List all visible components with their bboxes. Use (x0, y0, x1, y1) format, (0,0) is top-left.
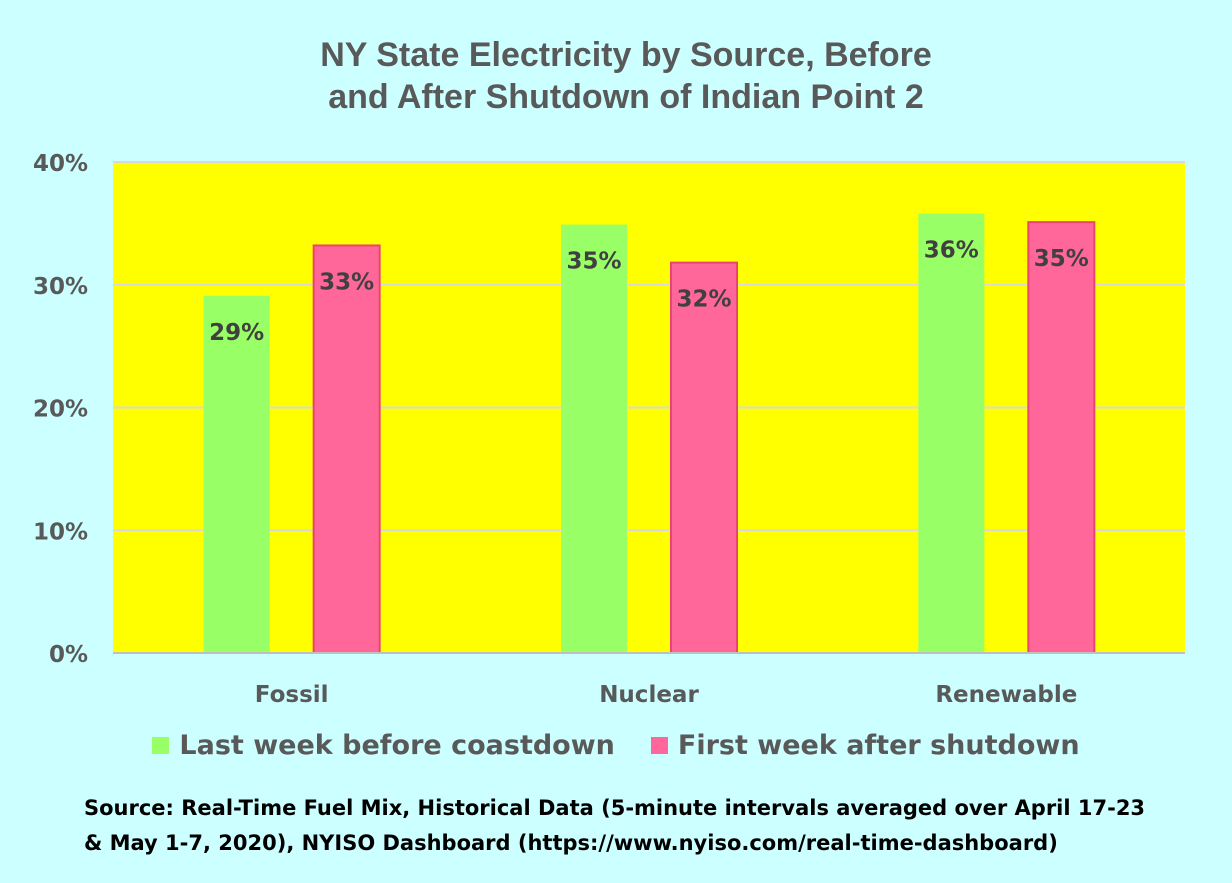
legend-swatch-series-1 (152, 737, 170, 754)
bar (1027, 221, 1096, 655)
chart-title: NY State Electricity by Source, Before a… (0, 34, 1232, 118)
y-tick-label: 20% (33, 397, 88, 423)
y-tick-label: 0% (49, 642, 88, 668)
bar (670, 261, 738, 654)
data-label: 35% (1034, 246, 1089, 272)
legend-label-series-2: First week after shutdown (677, 730, 1080, 761)
source-note: Source: Real-Time Fuel Mix, Historical D… (84, 791, 1214, 861)
source-line-2: & May 1-7, 2020), NYISO Dashboard (https… (84, 831, 1058, 855)
y-tick-label: 40% (33, 151, 88, 177)
data-label: 36% (924, 238, 979, 264)
bar (561, 224, 627, 654)
legend-item-series-1: Last week before coastdown (152, 730, 615, 761)
x-tick-label: Nuclear (599, 682, 699, 708)
legend-label-series-1: Last week before coastdown (179, 730, 615, 761)
legend: Last week before coastdown First week af… (0, 730, 1232, 761)
y-tick-label: 10% (33, 519, 88, 545)
chart-title-line-1: NY State Electricity by Source, Before (320, 36, 932, 74)
x-tick-label: Fossil (255, 682, 329, 708)
data-label: 33% (319, 269, 374, 295)
legend-swatch-series-2 (650, 737, 668, 754)
bar (203, 295, 270, 653)
bar (312, 244, 381, 654)
x-tick-label: Renewable (935, 682, 1077, 708)
y-tick-label: 30% (33, 274, 88, 300)
data-label: 32% (676, 287, 731, 313)
data-label: 35% (566, 249, 621, 275)
data-label: 29% (209, 320, 264, 346)
legend-item-series-2: First week after shutdown (650, 730, 1080, 761)
chart-title-line-2: and After Shutdown of Indian Point 2 (328, 78, 924, 116)
source-line-1: Source: Real-Time Fuel Mix, Historical D… (84, 796, 1146, 820)
bar (918, 213, 985, 653)
